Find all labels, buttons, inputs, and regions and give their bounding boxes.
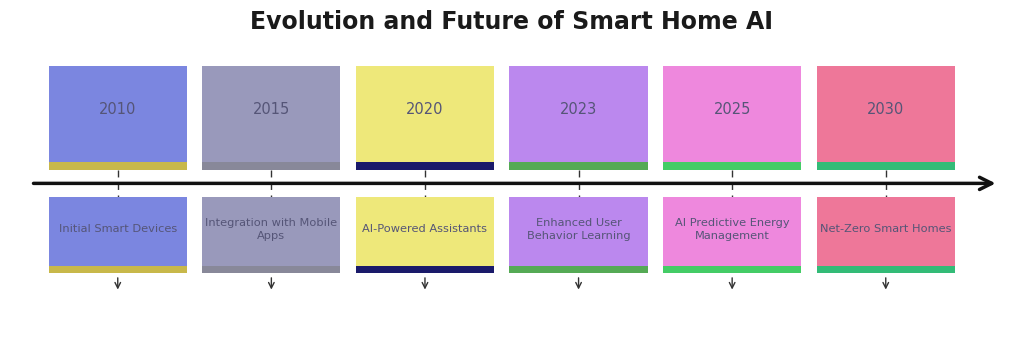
Bar bbox=[203, 66, 340, 170]
Text: Initial Smart Devices: Initial Smart Devices bbox=[58, 224, 177, 234]
Text: AI-Powered Assistants: AI-Powered Assistants bbox=[362, 224, 487, 234]
Text: Evolution and Future of Smart Home AI: Evolution and Future of Smart Home AI bbox=[251, 10, 773, 34]
Text: 2020: 2020 bbox=[407, 102, 443, 117]
Bar bbox=[664, 266, 801, 273]
Bar bbox=[356, 162, 494, 170]
Bar bbox=[49, 66, 186, 170]
Bar bbox=[817, 162, 954, 170]
Text: Net-Zero Smart Homes: Net-Zero Smart Homes bbox=[820, 224, 951, 234]
Bar bbox=[49, 266, 186, 273]
Text: 2023: 2023 bbox=[560, 102, 597, 117]
Text: Integration with Mobile
Apps: Integration with Mobile Apps bbox=[205, 218, 338, 241]
Bar bbox=[49, 197, 186, 273]
Text: Enhanced User
Behavior Learning: Enhanced User Behavior Learning bbox=[526, 218, 631, 241]
Bar bbox=[817, 66, 954, 170]
Text: 2015: 2015 bbox=[253, 102, 290, 117]
Bar bbox=[203, 162, 340, 170]
Bar bbox=[509, 266, 647, 273]
Bar bbox=[664, 162, 801, 170]
Bar bbox=[664, 197, 801, 273]
Bar bbox=[817, 266, 954, 273]
Text: 2030: 2030 bbox=[867, 102, 904, 117]
Bar bbox=[356, 197, 494, 273]
Text: 2010: 2010 bbox=[99, 102, 136, 117]
Bar bbox=[664, 66, 801, 170]
Bar bbox=[203, 266, 340, 273]
Text: 2025: 2025 bbox=[714, 102, 751, 117]
Bar bbox=[817, 197, 954, 273]
Text: AI Predictive Energy
Management: AI Predictive Energy Management bbox=[675, 218, 790, 241]
Bar bbox=[509, 66, 647, 170]
Bar bbox=[203, 197, 340, 273]
Bar bbox=[49, 162, 186, 170]
Bar bbox=[509, 197, 647, 273]
Bar bbox=[356, 66, 494, 170]
Bar bbox=[509, 162, 647, 170]
Bar bbox=[356, 266, 494, 273]
